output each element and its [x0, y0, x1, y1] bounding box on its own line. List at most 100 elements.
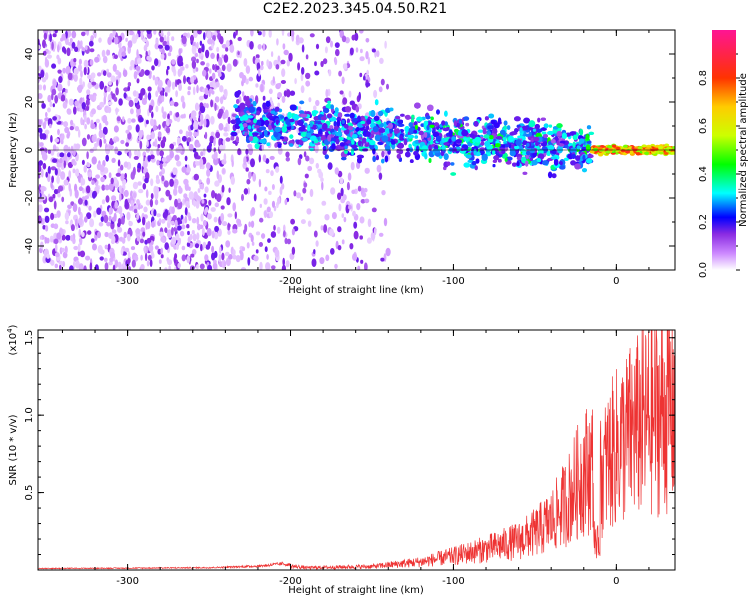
- spectrogram-noise-blob: [49, 33, 52, 42]
- spectrogram-noise-blob: [48, 30, 52, 35]
- spectrogram-noise-blob: [63, 144, 69, 154]
- spectrogram-noise-blob: [271, 184, 275, 190]
- spectrogram-band-blob: [588, 131, 595, 135]
- spectrogram-band-blob: [403, 138, 408, 146]
- spectrogram-noise-blob: [144, 69, 150, 76]
- spectrogram-band-blob: [252, 132, 259, 136]
- spectrogram-noise-blob: [194, 52, 198, 58]
- spectrogram-noise-blob: [38, 160, 43, 166]
- spectrogram-noise-blob: [91, 108, 96, 115]
- spectrogram-noise-blob: [165, 155, 171, 163]
- spectrogram-noise-blob: [232, 228, 238, 234]
- spectrogram-noise-blob: [232, 202, 236, 212]
- spectrogram-noise-blob: [161, 157, 167, 163]
- colorbar-ticks: 0.00.20.40.60.8: [698, 53, 740, 278]
- spectrogram-band-blob: [320, 137, 326, 141]
- spectrogram-band-blob: [299, 140, 304, 145]
- spectrogram-noise-blob: [200, 55, 204, 61]
- spectrogram-noise-blob: [226, 63, 232, 73]
- spectrogram-noise-blob: [176, 225, 182, 231]
- spectrogram-band-blob: [247, 115, 254, 119]
- spectrogram-noise-blob: [149, 154, 155, 160]
- spectrogram-noise-blob: [210, 131, 215, 137]
- spectrogram-noise-blob: [104, 262, 109, 270]
- spectrogram-band-blob: [542, 160, 549, 166]
- spectrogram-noise-blob: [339, 177, 344, 185]
- spectrogram-band-blob: [553, 158, 559, 166]
- spectrogram-band-blob: [297, 120, 303, 126]
- spectrogram-noise-blob: [225, 47, 229, 52]
- spectrogram-noise-blob: [277, 55, 281, 62]
- spectrogram-band-blob: [432, 131, 440, 138]
- spectrogram-band-blob: [432, 148, 440, 154]
- spectrogram-noise-blob: [381, 190, 386, 196]
- spectrogram-band-blob: [428, 144, 432, 152]
- spectrogram-band-blob: [397, 120, 403, 125]
- spectrogram-noise-blob: [71, 41, 76, 49]
- spectrogram-noise-blob: [47, 165, 51, 175]
- spectrogram-noise-blob: [87, 171, 93, 178]
- spectrogram-noise-blob: [41, 151, 47, 160]
- spectrogram-band-blob: [275, 119, 279, 125]
- spectrogram-noise-blob: [81, 159, 85, 165]
- spectrogram-band-blob: [342, 138, 348, 142]
- spectrogram-noise-blob: [178, 48, 182, 56]
- spectrogram-noise-blob: [84, 123, 87, 130]
- spectrogram-band-blob: [514, 145, 520, 150]
- spectrogram-noise-blob: [305, 54, 309, 60]
- spectrogram-noise-blob: [70, 119, 74, 126]
- spectrogram-noise-blob: [85, 255, 91, 261]
- spectrogram-band-blob: [259, 134, 265, 139]
- spectrogram-noise-blob: [58, 76, 63, 83]
- spectrogram-noise-blob: [366, 69, 370, 76]
- spectrogram-noise-blob: [243, 95, 248, 102]
- spectrogram-noise-blob: [82, 81, 85, 88]
- spectrogram-noise-blob: [41, 76, 47, 83]
- spectrogram-noise-blob: [117, 222, 121, 228]
- spectrogram-noise-blob: [191, 230, 195, 235]
- snr-xtick-label: 0: [613, 576, 619, 587]
- spectrogram-noise-blob: [269, 155, 275, 160]
- spectrogram-band-blob: [495, 136, 503, 140]
- spectrogram-band-blob: [372, 125, 379, 133]
- spectrogram-noise-blob: [200, 151, 204, 157]
- spectrogram-noise-blob: [365, 38, 370, 43]
- spectrogram-noise-blob: [305, 155, 310, 162]
- spectrogram-noise-blob: [115, 172, 121, 177]
- spectrogram-noise-blob: [185, 200, 190, 208]
- spectrogram-noise-blob: [78, 186, 83, 192]
- spectrogram-band-blob: [506, 125, 511, 130]
- spectrogram-band-blob: [558, 161, 563, 166]
- spectrogram-noise-blob: [146, 30, 152, 35]
- spectrogram-noise-blob: [143, 206, 148, 213]
- spectrogram-noise-blob: [224, 251, 230, 257]
- spectrogram-tone-blob: [593, 148, 598, 152]
- spectrogram-noise-blob: [81, 231, 85, 238]
- spectrogram-noise-blob: [80, 70, 83, 78]
- spectrogram-noise-blob: [46, 54, 53, 59]
- spectrogram-noise-blob: [226, 197, 231, 206]
- spectrogram-noise-blob: [61, 234, 66, 241]
- spectrogram-noise-blob: [258, 178, 262, 188]
- spectrogram-noise-blob: [251, 241, 255, 246]
- spectrogram-band-blob: [294, 118, 298, 126]
- spectrogram-noise-blob: [53, 200, 57, 210]
- spectrogram-noise-blob: [134, 149, 138, 156]
- spectrogram-band-blob: [230, 119, 237, 125]
- spectrogram-noise-blob: [145, 199, 151, 206]
- spectrogram-band-blob: [289, 134, 294, 139]
- spectrogram-noise-blob: [40, 185, 46, 192]
- snr-multiplier-close: ): [8, 324, 19, 328]
- spectrogram-noise-blob: [58, 185, 64, 192]
- spectrogram-noise-blob: [351, 189, 356, 194]
- spectrogram-noise-blob: [178, 187, 183, 194]
- spectrogram-noise-blob: [237, 148, 242, 156]
- spectrogram-noise-blob: [159, 150, 165, 157]
- spectrogram-band-blob: [536, 158, 542, 163]
- spectrogram-band-blob: [578, 141, 582, 145]
- spectrogram-noise-blob: [214, 225, 220, 232]
- spectrogram-noise-blob: [77, 198, 83, 205]
- spectrogram-noise-blob: [220, 205, 225, 210]
- spectrogram-noise-blob: [57, 83, 63, 92]
- spectrogram-tone-blob: [635, 152, 641, 156]
